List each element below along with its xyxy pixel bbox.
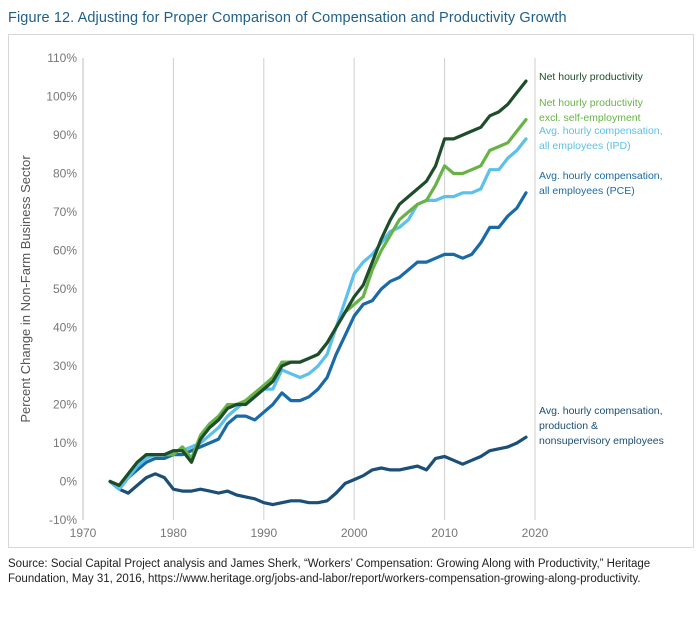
y-tick-label: 100%	[46, 90, 77, 104]
series-label: Avg. hourly compensation,	[539, 405, 663, 417]
series-label: Avg. hourly compensation,	[539, 170, 663, 182]
chart-frame	[8, 34, 694, 548]
series-label: Net hourly productivity	[539, 71, 644, 83]
y-tick-label: 110%	[47, 51, 77, 65]
source-note: Source: Social Capital Project analysis …	[8, 558, 651, 585]
y-tick-label: 20%	[53, 398, 77, 412]
series-line	[108, 137, 528, 491]
x-tick-label: 2000	[341, 526, 368, 540]
series-label: excl. self-employment	[539, 112, 641, 124]
x-tick-label: 1990	[250, 526, 277, 540]
y-tick-label: -10%	[49, 513, 77, 527]
y-tick-label: 80%	[53, 167, 77, 181]
y-tick-label: 30%	[53, 359, 77, 373]
figure-title: Figure 12. Adjusting for Proper Comparis…	[8, 10, 567, 26]
x-tick-label: 1970	[70, 526, 97, 540]
grid-lines	[82, 58, 536, 520]
series-labels: Net hourly productivity Net hourly produc…	[539, 71, 664, 447]
y-tick-label: 40%	[53, 321, 77, 335]
series-label: all employees (IPD)	[539, 140, 631, 152]
y-tick-label: 0%	[60, 475, 78, 489]
series-label: production &	[539, 420, 598, 432]
series-label: Net hourly productivity	[539, 97, 644, 109]
y-tick-label: 50%	[53, 282, 77, 296]
axes: -10% 0% 10% 20% 30% 40% 50% 60% 70% 80% 90% 100% 110…	[46, 51, 548, 540]
x-tick-label: 2010	[431, 526, 458, 540]
series-line	[108, 435, 528, 507]
x-tick-label: 2020	[522, 526, 549, 540]
series-line	[108, 191, 528, 491]
x-tick-label: 1980	[160, 526, 187, 540]
series-label: all employees (PCE)	[539, 185, 635, 197]
y-axis-label: Percent Change in Non-Farm Business Sect…	[18, 155, 33, 423]
series-line	[108, 79, 528, 487]
y-tick-label: 70%	[53, 205, 77, 219]
y-tick-label: 10%	[53, 436, 77, 450]
series-label: nonsupervisory employees	[539, 435, 664, 447]
series-line	[108, 118, 528, 487]
y-tick-label: 90%	[53, 128, 77, 142]
series-lines	[108, 79, 528, 507]
y-tick-label: 60%	[53, 244, 77, 258]
line-chart: -10% 0% 10% 20% 30% 40% 50% 60% 70% 80% 90% 100% 110…	[18, 51, 664, 540]
series-label: Avg. hourly compensation,	[539, 125, 663, 137]
